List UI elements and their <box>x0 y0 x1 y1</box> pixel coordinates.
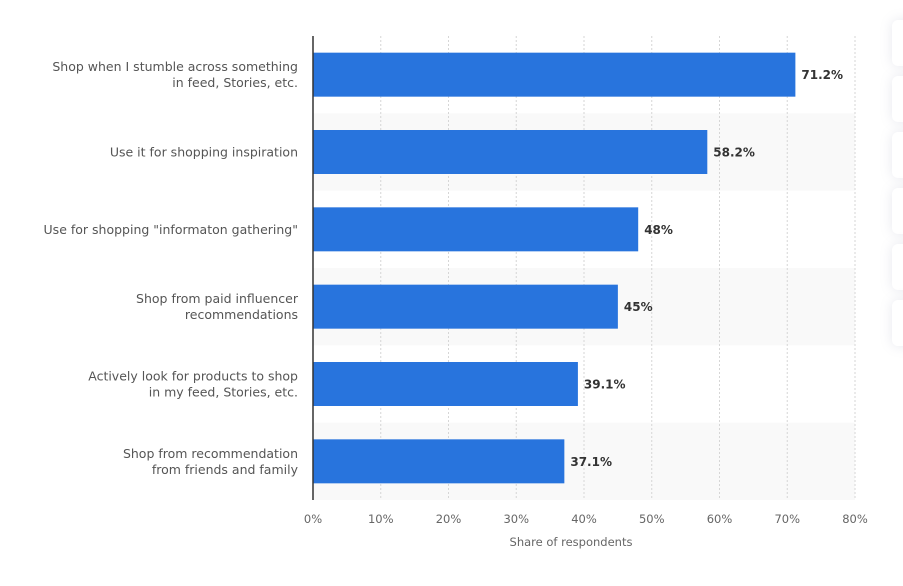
category-label: in feed, Stories, etc. <box>172 75 298 90</box>
toolbar-button-4[interactable] <box>892 188 903 234</box>
category-label: Use for shopping "informaton gathering" <box>44 222 298 237</box>
x-tick-label: 70% <box>774 512 800 526</box>
bar <box>313 207 639 252</box>
category-label: recommendations <box>185 307 298 322</box>
data-label: 45% <box>624 300 653 314</box>
data-label: 37.1% <box>570 455 612 469</box>
x-tick-label: 50% <box>639 512 665 526</box>
x-tick-label: 80% <box>842 512 868 526</box>
x-axis-title: Share of respondents <box>510 535 633 549</box>
bar <box>313 439 565 484</box>
x-tick-label: 0% <box>304 512 322 526</box>
category-label: in my feed, Stories, etc. <box>149 385 298 400</box>
bar <box>313 52 796 97</box>
category-label: Shop when I stumble across something <box>52 59 298 74</box>
gridlines <box>380 36 856 500</box>
bar <box>313 362 578 406</box>
category-label: Use it for shopping inspiration <box>110 145 298 160</box>
x-tick-label: 10% <box>368 512 394 526</box>
bar <box>313 284 618 329</box>
bar <box>313 130 708 174</box>
toolbar-button-3[interactable] <box>892 132 903 178</box>
category-label: Shop from paid influencer <box>136 291 299 306</box>
toolbar-button-2[interactable] <box>892 76 903 122</box>
x-tick-label: 40% <box>571 512 597 526</box>
category-label: Shop from recommendation <box>123 446 298 461</box>
toolbar-button-5[interactable] <box>892 244 903 290</box>
category-label: Actively look for products to shop <box>88 369 298 384</box>
x-tick-labels: 0% 10% 20% 30% 40% 50% 60% 70% 80% <box>304 512 868 526</box>
x-tick-label: 60% <box>707 512 733 526</box>
x-tick-label: 30% <box>503 512 529 526</box>
data-label: 71.2% <box>801 68 843 82</box>
x-tick-label: 20% <box>436 512 462 526</box>
data-label: 48% <box>644 223 673 237</box>
chart-toolbar <box>892 20 903 356</box>
data-label: 39.1% <box>584 378 626 392</box>
data-label: 58.2% <box>713 146 755 160</box>
value-labels: 71.2% 58.2% 48% 45% 39.1% 37.1% <box>570 68 843 469</box>
toolbar-button-1[interactable] <box>892 20 903 66</box>
toolbar-button-6[interactable] <box>892 300 903 346</box>
category-label: from friends and family <box>152 462 299 477</box>
bars <box>313 52 796 484</box>
